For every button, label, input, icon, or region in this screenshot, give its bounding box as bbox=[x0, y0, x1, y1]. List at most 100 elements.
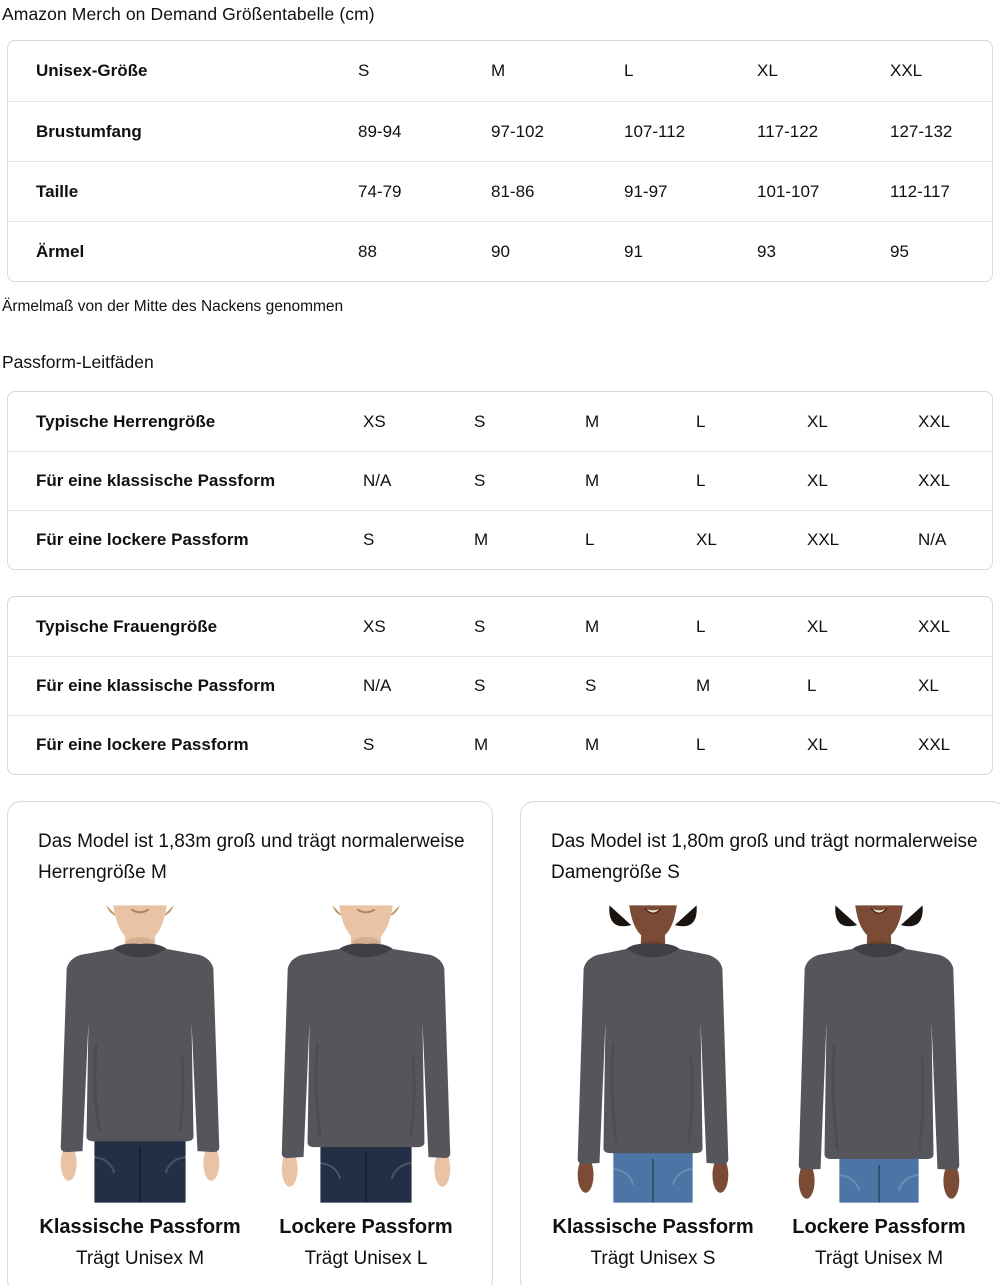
table-row: Für eine klassische Passform N/A S S M L… bbox=[8, 656, 992, 715]
size-cell: XXL bbox=[890, 61, 923, 80]
female-classic-figure: Klassische Passform Trägt Unisex S bbox=[543, 904, 763, 1270]
fit-cell: XXL bbox=[918, 616, 951, 636]
size-cell: L bbox=[624, 61, 634, 80]
table-row: Für eine klassische Passform N/A S M L X… bbox=[8, 451, 992, 510]
chest-cell: 97-102 bbox=[491, 121, 544, 141]
row-label: Für eine klassische Passform bbox=[36, 471, 276, 490]
fit-cell: N/A bbox=[918, 530, 947, 549]
fit-cell: XS bbox=[363, 411, 386, 431]
fit-cell: L bbox=[696, 411, 706, 431]
fit-cell: L bbox=[807, 676, 817, 695]
waist-cell: 112-117 bbox=[890, 181, 950, 201]
fit-cell: M bbox=[696, 676, 711, 695]
chest-cell: 127-132 bbox=[890, 121, 953, 141]
row-label: Typische Frauengröße bbox=[36, 616, 218, 636]
row-label: Ärmel bbox=[36, 241, 85, 261]
size-cell: XL bbox=[757, 61, 778, 80]
row-label: Typische Herrengröße bbox=[36, 411, 216, 431]
waist-cell: 74-79 bbox=[358, 181, 402, 201]
fit-cell: XL bbox=[696, 530, 717, 549]
fit-cell: N/A bbox=[363, 471, 392, 490]
female-loose-model-photo bbox=[770, 904, 988, 1204]
waist-cell: 101-107 bbox=[757, 181, 820, 201]
fit-cell: L bbox=[696, 471, 706, 490]
row-label: Für eine klassische Passform bbox=[36, 676, 276, 695]
table-row: Typische Frauengröße XS S M L XL XXL bbox=[8, 597, 992, 656]
fit-cell: XL bbox=[807, 471, 828, 490]
fit-type-label: Lockere Passform bbox=[792, 1216, 966, 1238]
male-model-description: Das Model ist 1,83m groß und trägt norma… bbox=[38, 831, 465, 883]
row-label: Brustumfang bbox=[36, 121, 142, 141]
fit-cell: S bbox=[474, 616, 486, 636]
fit-cell: XXL bbox=[918, 471, 951, 490]
fit-cell: XXL bbox=[918, 411, 951, 431]
male-classic-figure: Klassische Passform Trägt Unisex M bbox=[30, 904, 250, 1270]
chest-cell: 117-122 bbox=[757, 121, 819, 141]
fit-cell: M bbox=[474, 530, 489, 549]
sleeve-cell: 91 bbox=[624, 241, 643, 261]
worn-size-label: Trägt Unisex M bbox=[75, 1248, 205, 1269]
sleeve-measure-note: Ärmelmaß von der Mitte des Nackens genom… bbox=[2, 298, 344, 315]
table-row: Typische Herrengröße XS S M L XL XXL bbox=[8, 392, 992, 451]
sleeve-cell: 88 bbox=[358, 241, 377, 261]
sleeve-cell: 95 bbox=[890, 241, 909, 261]
fit-cell: S bbox=[474, 676, 486, 695]
sleeve-cell: 93 bbox=[757, 241, 776, 261]
table-row: Brustumfang 89-94 97-102 107-112 117-122… bbox=[8, 101, 992, 161]
fit-cell: XXL bbox=[807, 530, 840, 549]
female-models-card: Das Model ist 1,80m groß und trägt norma… bbox=[520, 801, 1000, 1285]
worn-size-label: Trägt Unisex S bbox=[590, 1248, 716, 1269]
fit-cell: M bbox=[585, 471, 600, 490]
fit-cell: S bbox=[585, 676, 597, 695]
female-model-figures: Klassische Passform Trägt Unisex S Locke… bbox=[543, 904, 989, 1270]
unisex-size-table: Unisex-Größe S M L XL XXL Brustumfang 89… bbox=[7, 40, 993, 282]
male-models-card: Das Model ist 1,83m groß und trägt norma… bbox=[7, 801, 493, 1285]
fit-cell: L bbox=[696, 616, 706, 636]
fit-type-label: Lockere Passform bbox=[279, 1216, 453, 1238]
row-label: Unisex-Größe bbox=[36, 61, 148, 80]
womens-fit-table: Typische Frauengröße XS S M L XL XXL Für… bbox=[7, 596, 993, 775]
fit-type-label: Klassische Passform bbox=[39, 1216, 241, 1238]
male-model-figures: Klassische Passform Trägt Unisex M Locke… bbox=[30, 904, 476, 1270]
worn-size-label: Trägt Unisex L bbox=[304, 1248, 428, 1269]
female-classic-model-photo bbox=[544, 904, 762, 1204]
fit-cell: L bbox=[585, 530, 595, 549]
fit-cell: S bbox=[474, 471, 486, 490]
fit-cell: S bbox=[363, 735, 375, 754]
size-chart-page: Amazon Merch on Demand Größentabelle (cm… bbox=[0, 4, 1000, 1285]
row-label: Für eine lockere Passform bbox=[36, 735, 249, 754]
row-label: Für eine lockere Passform bbox=[36, 530, 249, 549]
fit-cell: S bbox=[363, 530, 375, 549]
fit-cell: M bbox=[474, 735, 489, 754]
table-row: Für eine lockere Passform S M M L XL XXL bbox=[8, 715, 992, 774]
male-classic-model-photo bbox=[31, 904, 249, 1204]
fit-cell: XXL bbox=[918, 735, 951, 754]
fit-cell: L bbox=[696, 735, 706, 754]
fit-cell: XL bbox=[807, 411, 828, 431]
fit-cell: XL bbox=[807, 616, 828, 636]
size-cell: M bbox=[491, 61, 506, 80]
table-row: Taille 74-79 81-86 91-97 101-107 112-117 bbox=[8, 161, 992, 221]
fit-cell: XL bbox=[918, 676, 939, 695]
fit-type-label: Klassische Passform bbox=[552, 1216, 754, 1238]
female-loose-figure: Lockere Passform Trägt Unisex M bbox=[769, 904, 989, 1270]
model-cards-row: Das Model ist 1,83m groß und trägt norma… bbox=[7, 801, 1000, 1285]
sleeve-cell: 90 bbox=[491, 241, 510, 261]
table-row: Unisex-Größe S M L XL XXL bbox=[8, 41, 992, 101]
fit-cell: M bbox=[585, 411, 600, 431]
female-model-description: Das Model ist 1,80m groß und trägt norma… bbox=[551, 831, 978, 883]
mens-fit-table: Typische Herrengröße XS S M L XL XXL Für… bbox=[7, 391, 993, 570]
fit-cell: XL bbox=[807, 735, 828, 754]
fit-cell: S bbox=[474, 411, 486, 431]
fit-cell: M bbox=[585, 735, 600, 754]
table-row: Für eine lockere Passform S M L XL XXL N… bbox=[8, 510, 992, 569]
male-loose-model-photo bbox=[257, 904, 475, 1204]
size-cell: S bbox=[358, 61, 370, 80]
worn-size-label: Trägt Unisex M bbox=[814, 1248, 944, 1269]
row-label: Taille bbox=[36, 181, 79, 201]
chest-cell: 107-112 bbox=[624, 121, 686, 141]
fit-guides-title: Passform-Leitfäden bbox=[2, 352, 154, 372]
fit-cell: M bbox=[585, 616, 600, 636]
chest-cell: 89-94 bbox=[358, 121, 402, 141]
waist-cell: 91-97 bbox=[624, 181, 668, 201]
